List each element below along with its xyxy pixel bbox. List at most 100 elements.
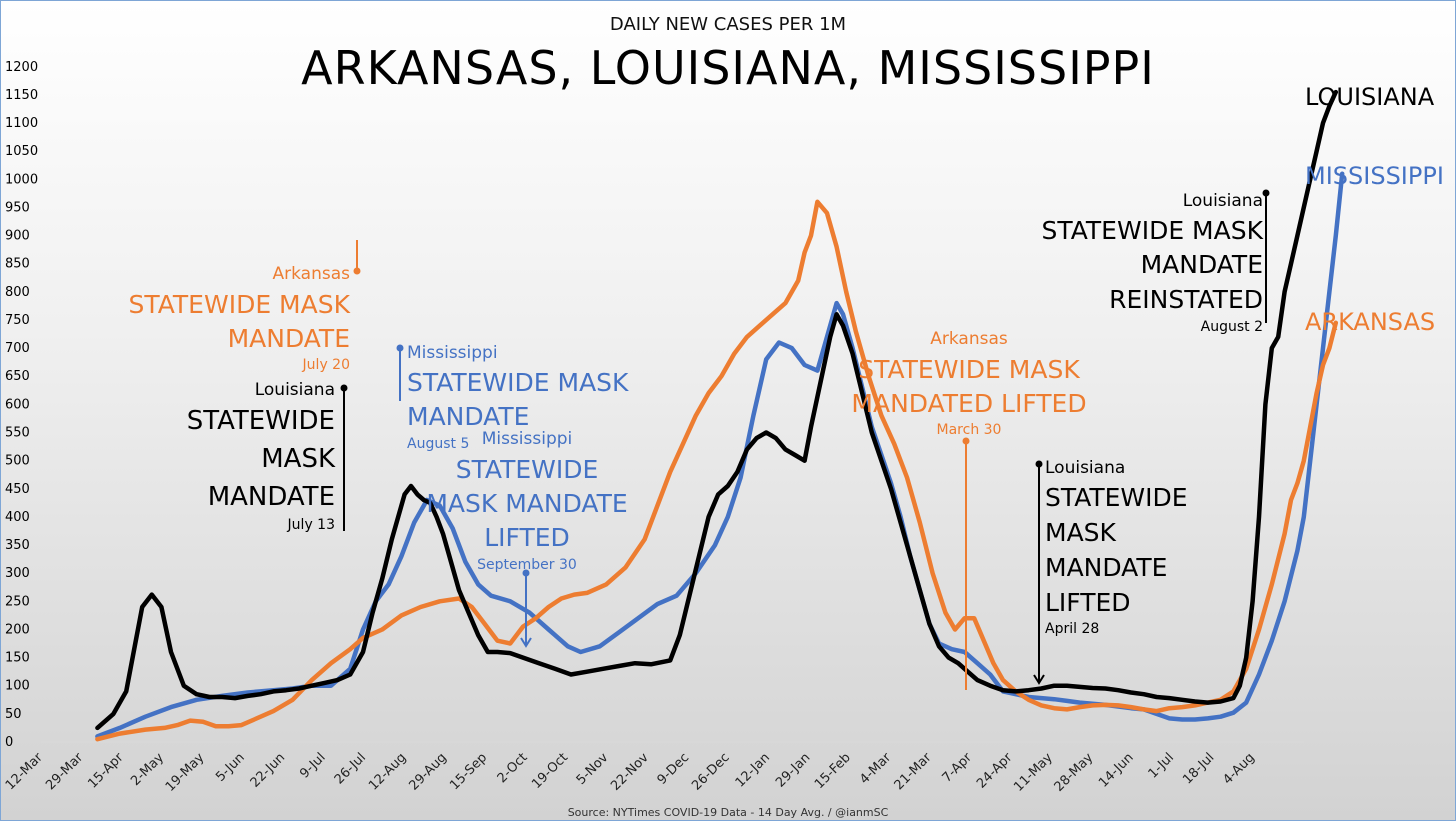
y-tick-label: 650 (5, 369, 30, 384)
annotation-date: August 5 (407, 436, 469, 452)
series-end-label: ARKANSAS (1305, 308, 1435, 336)
series-end-label: MISSISSIPPI (1305, 162, 1444, 190)
annotation-dot (340, 384, 348, 392)
annotation-arrow-head (520, 637, 532, 648)
annotation-text: MANDATED LIFTED (851, 389, 1086, 418)
source-note: Source: NYTimes COVID-19 Data - 14 Day A… (567, 806, 889, 819)
annotation-text: MASK (1045, 518, 1117, 547)
y-tick-label: 1200 (5, 60, 38, 75)
y-tick-label: 50 (5, 707, 22, 722)
y-tick-label: 400 (5, 510, 30, 525)
annotation-dot (962, 437, 970, 445)
annotation-date: April 28 (1045, 621, 1099, 637)
x-tick-label: 9-Dec (655, 750, 693, 788)
y-tick-label: 900 (5, 229, 30, 244)
x-tick-label: 15-Apr (85, 750, 127, 792)
y-tick-label: 250 (5, 594, 30, 609)
y-tick-label: 1000 (5, 172, 38, 187)
annotation-text: MANDATE (228, 324, 350, 353)
annotation-text: MASK (261, 444, 336, 474)
x-tick-label: 19-Oct (529, 750, 571, 792)
x-tick-label: 29-Mar (43, 750, 86, 793)
chart-title: ARKANSAS, LOUISIANA, MISSISSIPPI (301, 41, 1155, 95)
x-tick-label: 29-Jan (773, 750, 813, 790)
y-tick-label: 0 (5, 735, 13, 750)
y-tick-label: 450 (5, 482, 30, 497)
y-tick-label: 300 (5, 566, 30, 581)
annotation-text: MANDATE (407, 402, 529, 431)
x-tick-label: 24-Apr (974, 750, 1016, 792)
x-tick-label: 22-Nov (608, 750, 652, 794)
y-tick-label: 850 (5, 257, 30, 272)
annotation-text: MANDATE (208, 482, 335, 512)
x-tick-label: 15-Sep (447, 750, 490, 793)
y-tick-label: 550 (5, 426, 30, 441)
annotation-date: July 13 (287, 517, 335, 533)
y-tick-label: 350 (5, 538, 30, 553)
annotation-dot (353, 267, 361, 275)
annotation-text: MANDATE (1045, 553, 1167, 582)
x-tick-label: 5-Nov (574, 750, 612, 788)
annotation-text: STATEWIDE (187, 406, 335, 436)
annotation-text: STATEWIDE MASK (129, 290, 351, 319)
x-tick-label: 29-Aug (406, 750, 449, 793)
x-tick-label: 12-Aug (366, 750, 409, 793)
annotation-text: LIFTED (484, 523, 570, 552)
x-tick-label: 26-Jul (332, 750, 369, 787)
x-tick-label: 28-May (1052, 750, 1097, 795)
y-tick-label: 150 (5, 651, 30, 666)
annotation-text: STATEWIDE (456, 455, 599, 484)
annotation-date: August 2 (1201, 319, 1263, 335)
annotation-state: Arkansas (930, 329, 1008, 349)
x-tick-label: 18-Jul (1180, 750, 1217, 787)
x-tick-label: 21-Mar (892, 750, 935, 793)
series-end-label: LOUISIANA (1305, 83, 1435, 111)
annotation-dot (1035, 460, 1043, 468)
annotation-state: Arkansas (273, 264, 351, 284)
x-tick-label: 2-May (128, 750, 167, 789)
annotation-dot (396, 344, 404, 352)
annotation-text: MASK MANDATE (426, 489, 627, 518)
annotation-dot (1262, 189, 1270, 197)
x-tick-label: 15-Feb (812, 750, 854, 792)
annotation-text: REINSTATED (1109, 285, 1263, 314)
y-tick-label: 600 (5, 397, 30, 412)
x-tick-label: 12-Mar (3, 750, 46, 793)
annotation-date: July 20 (302, 357, 350, 373)
annotation-text: STATEWIDE MASK (858, 355, 1080, 384)
x-tick-label: 4-Mar (857, 750, 895, 788)
x-tick-label: 2-Oct (495, 750, 531, 786)
annotation-state: Louisiana (1183, 191, 1263, 211)
y-tick-label: 950 (5, 200, 30, 215)
x-tick-label: 19-May (163, 750, 208, 795)
x-tick-label: 11-May (1011, 750, 1056, 795)
annotation-state: Mississippi (407, 343, 498, 363)
annotation-date: March 30 (937, 422, 1002, 438)
y-tick-label: 1100 (5, 116, 38, 131)
x-tick-label: 26-Dec (689, 750, 732, 793)
chart-subtitle: DAILY NEW CASES PER 1M (609, 14, 847, 35)
y-tick-label: 200 (5, 622, 30, 637)
x-tick-label: 9-Jul (297, 750, 328, 781)
y-tick-label: 700 (5, 341, 30, 356)
x-tick-label: 14-Jun (1096, 750, 1137, 791)
y-tick-label: 800 (5, 285, 30, 300)
series-line-mississippi (95, 171, 1345, 739)
y-tick-label: 100 (5, 679, 30, 694)
annotation-date: September 30 (477, 557, 577, 573)
annotation-state: Louisiana (1045, 458, 1125, 478)
annotation-state: Louisiana (255, 380, 335, 400)
series-line-louisiana (95, 89, 1339, 731)
x-tick-label: 12-Jan (733, 750, 773, 790)
annotation-dot (522, 569, 530, 577)
y-tick-label: 1050 (5, 144, 38, 159)
x-tick-label: 5-Jun (213, 750, 248, 785)
annotation-arrow-head (1033, 674, 1045, 685)
x-tick-label: 22-Jun (248, 750, 289, 791)
y-tick-label: 500 (5, 454, 30, 469)
series-line-arkansas (95, 199, 1339, 742)
x-tick-label: 7-Apr (940, 750, 976, 786)
annotation-state: Mississippi (482, 429, 573, 449)
